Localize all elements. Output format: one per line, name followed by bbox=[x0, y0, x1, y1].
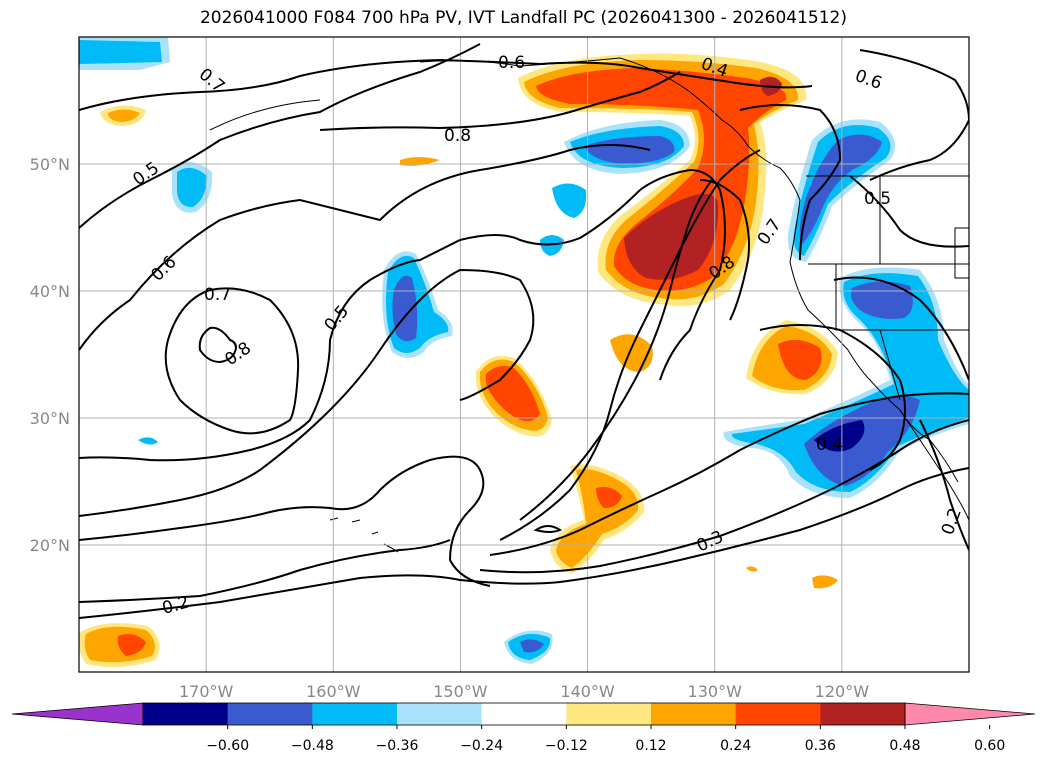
contour bbox=[699, 179, 750, 321]
shade-neg-strong bbox=[799, 134, 882, 244]
hawaii bbox=[329, 517, 399, 553]
colorbar-segment bbox=[397, 703, 483, 725]
shade-neg bbox=[552, 183, 587, 218]
contour-label: 0.7 bbox=[204, 285, 231, 305]
shade-pos bbox=[746, 566, 758, 572]
contour bbox=[849, 175, 969, 248]
colorbar-segment bbox=[735, 703, 821, 725]
colorbar-segment bbox=[143, 703, 229, 725]
lon-tick-label: 140°W bbox=[560, 682, 615, 701]
shade-neg-strong bbox=[392, 275, 418, 342]
shade-neg bbox=[731, 273, 969, 492]
colorbar-label: 0.48 bbox=[889, 738, 920, 754]
contour bbox=[79, 467, 969, 619]
colorbar-label: −0.60 bbox=[206, 738, 249, 754]
shade-neg-strong bbox=[520, 639, 544, 653]
graticule bbox=[79, 37, 969, 672]
lon-tick-label: 120°W bbox=[815, 682, 870, 701]
colorbar-segment bbox=[312, 703, 398, 725]
colorbar-segment bbox=[481, 703, 567, 725]
contour bbox=[533, 525, 563, 533]
contour bbox=[79, 455, 491, 587]
contour bbox=[759, 324, 906, 471]
shade-neg-strong bbox=[584, 136, 675, 164]
contour-label: 0.5 bbox=[864, 189, 891, 209]
map-panel: 0.7 0.6 0.4 0.6 0.8 0.5 0.6 0.7 0.8 0.5 … bbox=[79, 37, 969, 672]
shade-neg bbox=[79, 40, 162, 64]
colorbar-segment bbox=[566, 703, 652, 725]
contour bbox=[919, 419, 969, 551]
colorbar-label: 0.60 bbox=[974, 738, 1005, 754]
axis-ticks: 170°W 160°W 150°W 140°W 130°W 120°W 50°N 40°N 30… bbox=[30, 155, 870, 701]
contour bbox=[79, 43, 481, 229]
shade-pos bbox=[108, 109, 140, 122]
lon-tick-label: 160°W bbox=[306, 682, 361, 701]
shade-neg bbox=[177, 167, 207, 208]
contour-label: 0.6 bbox=[498, 53, 525, 73]
colorbar-segment bbox=[820, 703, 906, 725]
contour-label: 0.4 bbox=[816, 435, 843, 455]
contour bbox=[79, 539, 451, 603]
lon-tick-label: 130°W bbox=[688, 682, 743, 701]
contour bbox=[198, 326, 238, 364]
shading-layer bbox=[79, 37, 969, 668]
contour bbox=[79, 189, 641, 462]
colorbar: −0.60 −0.48 −0.36 −0.24 −0.12 0.12 0.24 0.36 0.4… bbox=[11, 702, 1036, 754]
contour-label: 0.8 bbox=[444, 126, 471, 146]
shade-neg-max bbox=[814, 420, 865, 452]
shade-pos-strong bbox=[596, 487, 622, 508]
contour bbox=[479, 419, 969, 574]
colorbar-label: 0.24 bbox=[720, 738, 751, 754]
contour bbox=[79, 268, 535, 517]
contour bbox=[489, 392, 969, 556]
contour bbox=[639, 168, 726, 381]
lat-tick-label: 30°N bbox=[30, 409, 70, 428]
shade-pos-strong bbox=[536, 68, 787, 291]
map-title: 2026041000 F084 700 hPa PV, IVT Landfall… bbox=[199, 8, 847, 28]
lon-tick-label: 170°W bbox=[179, 682, 234, 701]
colorbar-segment bbox=[227, 703, 313, 725]
inset-box bbox=[954, 227, 969, 279]
colorbar-label: 0.12 bbox=[635, 738, 666, 754]
coast-westus bbox=[789, 199, 969, 521]
contour bbox=[79, 58, 813, 111]
contour bbox=[79, 144, 651, 351]
contour bbox=[739, 104, 842, 261]
shade-pos-max bbox=[624, 193, 719, 280]
colorbar-label: −0.36 bbox=[376, 738, 419, 754]
colorbar-frame bbox=[142, 702, 906, 726]
coastlines bbox=[209, 57, 969, 553]
contour bbox=[833, 276, 969, 381]
pv-contours bbox=[79, 43, 969, 619]
colorbar-extend-high bbox=[904, 702, 1036, 726]
lon-tick-label: 150°W bbox=[433, 682, 488, 701]
colorbar-label: 0.36 bbox=[805, 738, 836, 754]
colorbar-label: −0.24 bbox=[460, 738, 503, 754]
map-frame bbox=[78, 36, 970, 673]
colorbar-segment bbox=[651, 703, 737, 725]
contour bbox=[164, 287, 300, 435]
state-borders bbox=[808, 176, 969, 401]
shade-pos bbox=[812, 575, 838, 589]
lat-tick-label: 20°N bbox=[30, 536, 70, 555]
colorbar-extend-low bbox=[11, 702, 144, 726]
lat-tick-label: 50°N bbox=[30, 155, 70, 174]
colorbar-label: −0.48 bbox=[291, 738, 334, 754]
colorbar-label: −0.12 bbox=[545, 738, 588, 754]
shade-pos-strong bbox=[778, 339, 822, 380]
contour bbox=[519, 179, 713, 521]
shade-pos-strong bbox=[117, 634, 146, 656]
shade-pos-light bbox=[610, 334, 653, 372]
borders bbox=[806, 175, 969, 401]
contour bbox=[319, 71, 681, 131]
shade-neg bbox=[138, 437, 158, 445]
lat-tick-label: 40°N bbox=[30, 282, 70, 301]
shade-neg bbox=[540, 235, 564, 256]
